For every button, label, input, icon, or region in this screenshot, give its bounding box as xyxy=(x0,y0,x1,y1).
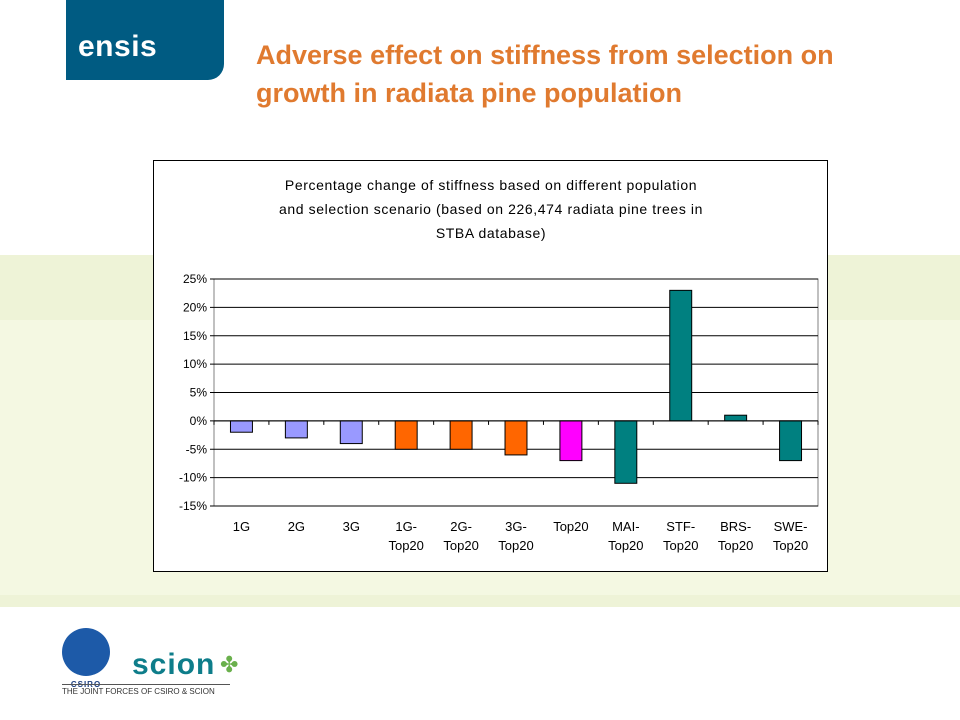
x-tick-label: Top20 xyxy=(608,538,643,553)
y-tick-label: -10% xyxy=(179,471,207,485)
bar-9 xyxy=(669,289,693,422)
y-tick-label: 25% xyxy=(183,272,207,286)
slide-title: Adverse effect on stiffness from selecti… xyxy=(256,40,834,108)
y-tick-label: 20% xyxy=(183,300,207,314)
bar-4 xyxy=(394,420,418,450)
bar-6 xyxy=(504,420,528,456)
x-tick-label: 1G- xyxy=(395,519,417,534)
y-tick-label: 15% xyxy=(183,329,207,343)
x-tick-label: STF- xyxy=(666,519,695,534)
y-tick-label: -15% xyxy=(179,499,207,513)
footer-joint-text: THE JOINT FORCES OF CSIRO & SCION xyxy=(62,687,215,696)
y-tick-label: 5% xyxy=(190,386,208,400)
scion-mark-icon: ✤ xyxy=(220,652,239,677)
bar-7 xyxy=(559,420,583,462)
x-tick-label: MAI- xyxy=(612,519,639,534)
y-tick-label: 10% xyxy=(183,357,207,371)
bar-1 xyxy=(229,420,253,433)
chart-title-line-3: STBA database) xyxy=(436,225,546,241)
bar-10 xyxy=(724,414,748,422)
bar-3 xyxy=(339,420,363,445)
ensis-logo: ensis xyxy=(66,0,224,80)
csiro-logo-icon xyxy=(62,628,110,676)
x-tick-label: Top20 xyxy=(773,538,808,553)
x-tick-label: Top20 xyxy=(718,538,753,553)
x-tick-label: Top20 xyxy=(663,538,698,553)
bar-8 xyxy=(614,420,638,484)
x-tick-label: BRS- xyxy=(720,519,751,534)
chart-title-line-2: and selection scenario (based on 226,474… xyxy=(279,201,703,217)
y-tick-label: 0% xyxy=(190,414,208,428)
chart-frame: Percentage change of stiffness based on … xyxy=(153,160,828,572)
bar-5 xyxy=(449,420,473,450)
bar-11 xyxy=(779,420,803,462)
x-tick-label: Top20 xyxy=(388,538,423,553)
bar-chart: Percentage change of stiffness based on … xyxy=(179,177,819,553)
ensis-logo-text: ensis xyxy=(78,30,158,63)
chart-title-line-1: Percentage change of stiffness based on … xyxy=(285,177,697,193)
x-tick-label: 2G- xyxy=(450,519,472,534)
footer-divider xyxy=(62,684,230,685)
y-tick-label: -5% xyxy=(186,442,208,456)
bar-2 xyxy=(284,420,308,439)
x-tick-label: Top20 xyxy=(553,519,588,534)
x-tick-label: 2G xyxy=(288,519,305,534)
background-band-bottom xyxy=(0,595,960,607)
scion-logo: scion xyxy=(132,648,216,681)
x-tick-label: 1G xyxy=(233,519,250,534)
x-tick-label: Top20 xyxy=(498,538,533,553)
x-tick-label: 3G xyxy=(343,519,360,534)
x-tick-label: Top20 xyxy=(443,538,478,553)
x-tick-label: SWE- xyxy=(774,519,808,534)
x-tick-label: 3G- xyxy=(505,519,527,534)
